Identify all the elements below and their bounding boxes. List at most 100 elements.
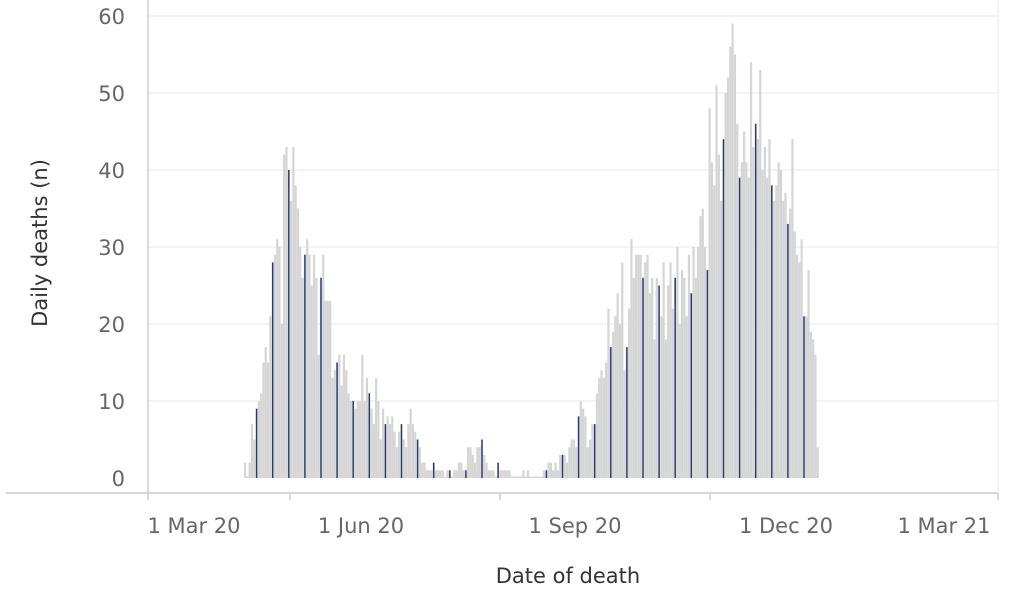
bar — [660, 316, 663, 478]
bar-weekly-marker — [771, 185, 773, 478]
bar — [653, 339, 656, 478]
bar — [800, 239, 803, 478]
bar — [381, 408, 385, 478]
bar — [361, 354, 364, 478]
bar — [651, 277, 654, 478]
bar — [439, 470, 442, 478]
bar-weekly-marker — [626, 347, 628, 478]
bar — [685, 316, 688, 478]
bar — [816, 447, 819, 478]
bar — [655, 277, 658, 478]
bar — [809, 331, 812, 478]
bar — [572, 439, 576, 478]
bar — [299, 247, 302, 478]
bar — [793, 231, 796, 478]
bar — [595, 393, 599, 478]
y-tick-label: 0 — [112, 467, 125, 491]
bar — [494, 476, 497, 478]
bar — [324, 300, 327, 478]
bar — [473, 462, 477, 478]
bar-weekly-marker — [368, 393, 370, 478]
bar — [795, 254, 799, 478]
bar — [306, 239, 309, 478]
bar — [563, 454, 566, 478]
bar-weekly-marker — [545, 470, 548, 478]
bar-weekly-marker — [722, 139, 725, 478]
bar — [312, 254, 316, 478]
bar — [425, 470, 428, 478]
x-tick-label: 1 Jun 20 — [318, 514, 404, 538]
x-tick-label: 1 Mar 20 — [147, 514, 240, 538]
bar — [717, 154, 720, 478]
bar — [269, 316, 272, 478]
bar — [393, 431, 396, 478]
bar — [667, 285, 670, 478]
bar — [338, 354, 341, 478]
bar — [683, 277, 686, 478]
bar — [326, 300, 329, 478]
bar — [310, 285, 313, 478]
bar — [731, 23, 734, 478]
bar — [720, 200, 723, 479]
bar — [375, 377, 378, 478]
bar — [379, 439, 382, 478]
y-axis-title: Daily deaths (n) — [28, 159, 52, 327]
bar — [487, 470, 490, 478]
bar — [547, 462, 550, 478]
bar — [524, 476, 527, 478]
bar-weekly-marker — [304, 254, 306, 478]
bar — [687, 254, 691, 478]
bar — [812, 339, 815, 478]
bar — [708, 108, 711, 479]
bar — [483, 454, 486, 478]
bar — [329, 300, 332, 478]
x-axis-title: Date of death — [496, 564, 640, 588]
y-tick-label: 10 — [98, 390, 125, 414]
bar — [671, 308, 674, 478]
bar-weekly-marker — [416, 439, 419, 478]
bar — [365, 377, 369, 478]
bar — [644, 262, 647, 478]
bar — [715, 85, 718, 479]
bar-weekly-marker — [787, 223, 789, 478]
bar — [552, 470, 555, 478]
bar — [632, 277, 635, 478]
bar — [257, 401, 260, 478]
bar — [789, 208, 792, 478]
bar-weekly-marker — [272, 262, 274, 478]
bar — [358, 401, 362, 478]
bar — [582, 408, 585, 478]
bar — [639, 254, 642, 478]
bar — [761, 170, 764, 478]
bar — [549, 462, 553, 478]
bar — [568, 447, 571, 478]
bar — [565, 462, 569, 478]
bar-weekly-marker — [497, 462, 499, 478]
bar — [349, 401, 352, 478]
bar — [777, 162, 780, 479]
bar — [485, 462, 488, 478]
bar — [508, 470, 511, 478]
bar — [301, 277, 304, 478]
y-axis-ticks: 0 10 20 30 40 50 60 — [98, 5, 125, 491]
bar — [791, 139, 794, 478]
bar — [554, 462, 557, 478]
bar-weekly-marker — [594, 424, 596, 478]
bar — [404, 447, 408, 478]
bar-weekly-marker — [320, 277, 322, 478]
bar — [628, 308, 631, 478]
bar — [805, 316, 808, 478]
bar — [736, 123, 739, 479]
bar — [423, 462, 426, 478]
bar — [395, 447, 398, 478]
bar — [372, 424, 375, 478]
bar — [243, 462, 247, 478]
bar — [294, 185, 297, 478]
bar — [766, 177, 769, 478]
bar — [340, 385, 343, 478]
bar — [409, 408, 412, 478]
bar — [478, 447, 481, 478]
bar — [280, 324, 283, 478]
bar — [676, 247, 679, 478]
